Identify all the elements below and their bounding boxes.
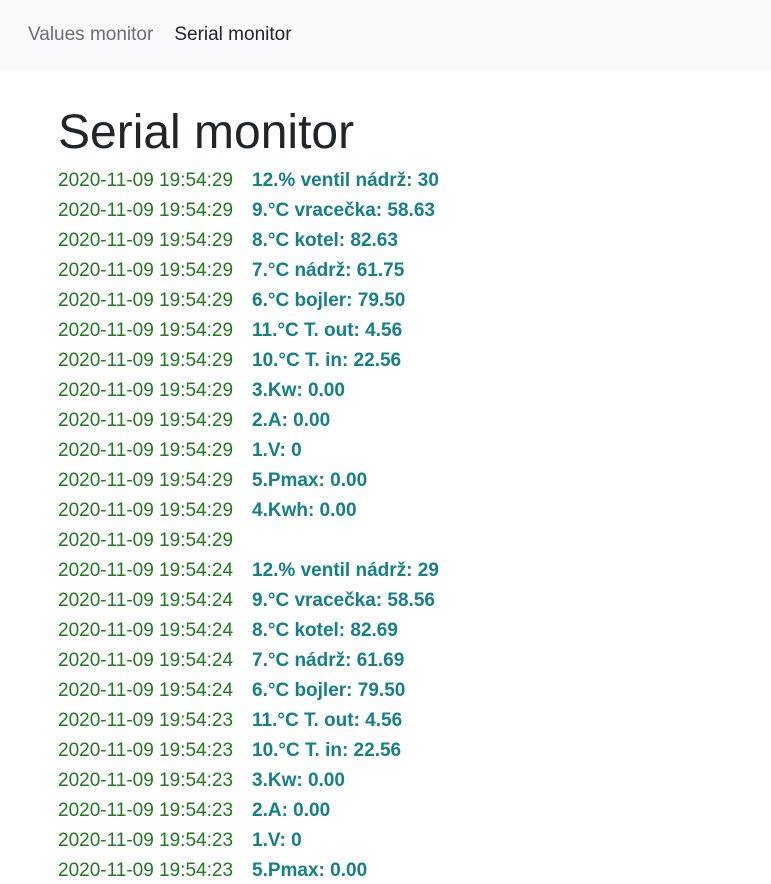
log-message: 12.% ventil nádrž: 29 [252,560,439,581]
log-message: 2.A: 0.00 [252,410,331,431]
log-message: 10.°C T. in: 22.56 [252,740,402,761]
log-timestamp: 2020-11-09 19:54:23 [58,770,234,791]
log-entry: 2020-11-09 19:54:29 11.°C T. out: 4.56 [58,316,771,346]
log-timestamp: 2020-11-09 19:54:24 [58,560,234,581]
log-message: 10.°C T. in: 22.56 [252,350,402,371]
nav-link-serial-monitor[interactable]: Serial monitor [174,24,292,45]
log-entry: 2020-11-09 19:54:29 5.Pmax: 0.00 [58,466,771,496]
log-timestamp: 2020-11-09 19:54:23 [58,860,234,881]
log-message: 8.°C kotel: 82.63 [252,230,398,251]
log-timestamp: 2020-11-09 19:54:29 [58,470,234,491]
log-message: 3.Kw: 0.00 [252,380,345,401]
log-entry: 2020-11-09 19:54:23 10.°C T. in: 22.56 [58,736,771,766]
serial-log-list: 2020-11-09 19:54:29 12.% ventil nádrž: 30… [58,166,771,884]
log-timestamp: 2020-11-09 19:54:29 [58,530,234,551]
log-timestamp: 2020-11-09 19:54:24 [58,590,234,611]
log-entry: 2020-11-09 19:54:24 9.°C vracečka: 58.56 [58,586,771,616]
main-content: Serial monitor 2020-11-09 19:54:29 12.% v… [0,70,771,884]
log-message: 5.Pmax: 0.00 [252,470,368,491]
log-timestamp: 2020-11-09 19:54:29 [58,410,234,431]
log-timestamp: 2020-11-09 19:54:23 [58,710,234,731]
log-entry: 2020-11-09 19:54:23 2.A: 0.00 [58,796,771,826]
log-entry: 2020-11-09 19:54:24 12.% ventil nádrž: 29 [58,556,771,586]
log-entry: 2020-11-09 19:54:29 3.Kw: 0.00 [58,376,771,406]
log-timestamp: 2020-11-09 19:54:29 [58,200,234,221]
log-timestamp: 2020-11-09 19:54:24 [58,620,234,641]
log-entry: 2020-11-09 19:54:24 6.°C bojler: 79.50 [58,676,771,706]
log-message: 6.°C bojler: 79.50 [252,290,406,311]
log-timestamp: 2020-11-09 19:54:29 [58,500,234,521]
log-entry: 2020-11-09 19:54:24 7.°C nádrž: 61.69 [58,646,771,676]
log-timestamp: 2020-11-09 19:54:24 [58,680,234,701]
log-timestamp: 2020-11-09 19:54:29 [58,290,234,311]
log-timestamp: 2020-11-09 19:54:29 [58,320,234,341]
log-timestamp: 2020-11-09 19:54:29 [58,380,234,401]
nav-link-values-monitor[interactable]: Values monitor [28,24,154,45]
log-timestamp: 2020-11-09 19:54:24 [58,650,234,671]
log-entry: 2020-11-09 19:54:29 4.Kwh: 0.00 [58,496,771,526]
log-message: 3.Kw: 0.00 [252,770,345,791]
log-message: 12.% ventil nádrž: 30 [252,170,439,191]
log-entry: 2020-11-09 19:54:23 1.V: 0 [58,826,771,856]
log-timestamp: 2020-11-09 19:54:29 [58,350,234,371]
log-message: 2.A: 0.00 [252,800,331,821]
log-entry: 2020-11-09 19:54:29 10.°C T. in: 22.56 [58,346,771,376]
log-entry: 2020-11-09 19:54:23 11.°C T. out: 4.56 [58,706,771,736]
log-entry: 2020-11-09 19:54:23 5.Pmax: 0.00 [58,856,771,884]
log-timestamp: 2020-11-09 19:54:29 [58,440,234,461]
log-entry: 2020-11-09 19:54:29 12.% ventil nádrž: 30 [58,166,771,196]
log-entry: 2020-11-09 19:54:29 1.V: 0 [58,436,771,466]
log-entry: 2020-11-09 19:54:24 8.°C kotel: 82.69 [58,616,771,646]
log-message: 9.°C vracečka: 58.63 [252,200,435,221]
log-message: 4.Kwh: 0.00 [252,500,357,521]
log-timestamp: 2020-11-09 19:54:29 [58,260,234,281]
log-message: 11.°C T. out: 4.56 [252,320,403,341]
top-navbar: Values monitor Serial monitor [0,0,771,70]
log-timestamp: 2020-11-09 19:54:23 [58,800,234,821]
log-timestamp: 2020-11-09 19:54:23 [58,830,234,851]
log-entry: 2020-11-09 19:54:29 2.A: 0.00 [58,406,771,436]
log-entry: 2020-11-09 19:54:23 3.Kw: 0.00 [58,766,771,796]
page-title: Serial monitor [58,106,355,159]
log-entry: 2020-11-09 19:54:29 7.°C nádrž: 61.75 [58,256,771,286]
log-message: 9.°C vracečka: 58.56 [252,590,435,611]
log-message: 7.°C nádrž: 61.69 [252,650,405,671]
log-message: 8.°C kotel: 82.69 [252,620,398,641]
log-entry: 2020-11-09 19:54:29 [58,526,771,556]
log-entry: 2020-11-09 19:54:29 8.°C kotel: 82.63 [58,226,771,256]
log-message: 11.°C T. out: 4.56 [252,710,403,731]
log-entry: 2020-11-09 19:54:29 6.°C bojler: 79.50 [58,286,771,316]
log-message: 1.V: 0 [252,830,302,851]
log-message: 1.V: 0 [252,440,302,461]
log-timestamp: 2020-11-09 19:54:29 [58,230,234,251]
log-timestamp: 2020-11-09 19:54:29 [58,170,234,191]
log-message: 5.Pmax: 0.00 [252,860,368,881]
log-entry: 2020-11-09 19:54:29 9.°C vracečka: 58.63 [58,196,771,226]
log-timestamp: 2020-11-09 19:54:23 [58,740,234,761]
log-message: 7.°C nádrž: 61.75 [252,260,405,281]
log-message: 6.°C bojler: 79.50 [252,680,406,701]
